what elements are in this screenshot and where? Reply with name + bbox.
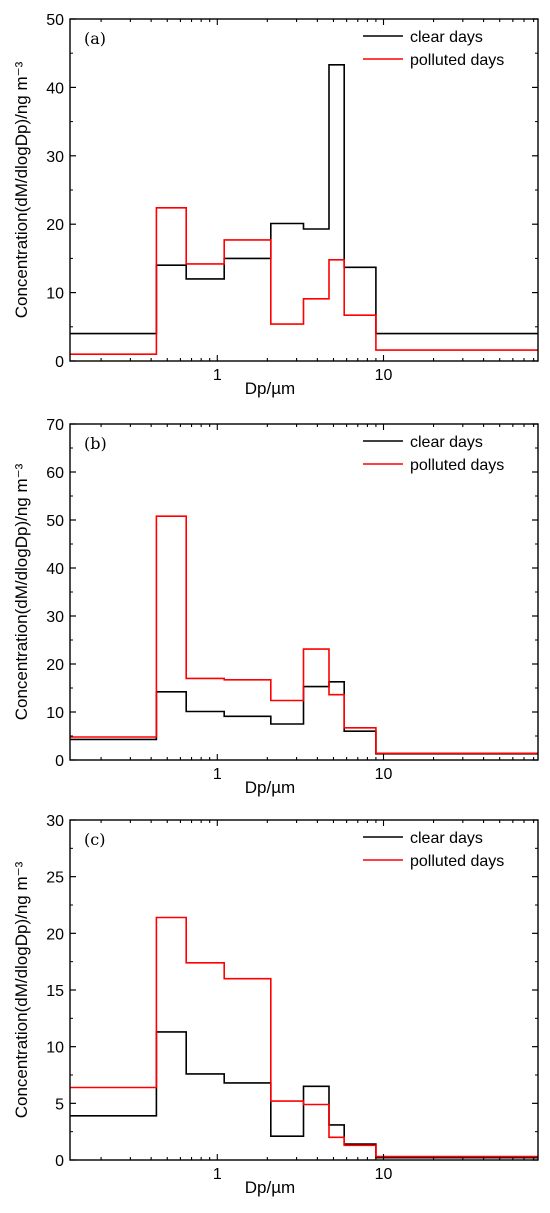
y-tick-label: 10 — [46, 1040, 64, 1057]
y-axis-title: Concentration(dM/dlogDp)/ng m⁻³ — [12, 463, 31, 720]
y-tick-label: 40 — [46, 80, 64, 97]
x-tick-label: 1 — [213, 766, 222, 783]
y-tick-label: 50 — [46, 513, 64, 530]
y-tick-label: 30 — [46, 609, 64, 626]
y-tick-label: 25 — [46, 870, 64, 887]
y-tick-label: 20 — [46, 217, 64, 234]
legend-label: clear days — [410, 29, 483, 46]
legend-label: polluted days — [410, 853, 504, 870]
y-tick-label: 15 — [46, 983, 64, 1000]
x-tick-label: 10 — [375, 766, 393, 783]
x-axis-title: Dp/µm — [245, 778, 295, 797]
y-tick-label: 0 — [55, 753, 64, 770]
x-tick-label: 1 — [213, 367, 222, 384]
y-tick-label: 20 — [46, 926, 64, 943]
series-line-clear-days — [70, 681, 538, 755]
y-tick-label: 30 — [46, 813, 64, 830]
y-tick-label: 30 — [46, 149, 64, 166]
y-tick-label: 50 — [46, 12, 64, 29]
chart-panel-c: 0 5 10 15 20 25 30 1 10 Dp/µm Concentration(dM/dlo… — [12, 813, 539, 1197]
legend-label: clear days — [410, 434, 483, 451]
y-tick-label: 10 — [46, 286, 64, 303]
legend-label: polluted days — [410, 52, 504, 69]
chart-panel-a: 0 10 20 30 40 50 1 10 Dp/µm Concentration(dM/dlog… — [12, 12, 539, 398]
series-line-clear-days — [70, 64, 538, 335]
legend-label: polluted days — [410, 457, 504, 474]
legend-label: clear days — [410, 830, 483, 847]
y-tick-label: 60 — [46, 465, 64, 482]
x-tick-label: 10 — [375, 367, 393, 384]
panel-label: (a) — [84, 29, 106, 48]
y-tick-label: 70 — [46, 417, 64, 434]
y-axis-title: Concentration(dM/dlogDp)/ng m⁻³ — [12, 861, 31, 1118]
chart-panel-b: 0 10 20 30 40 50 60 70 1 10 Dp/µm Concentration(dM/… — [12, 417, 539, 797]
x-tick-label: 10 — [375, 1166, 393, 1183]
y-tick-label: 20 — [46, 657, 64, 674]
y-axis-title: Concentration(dM/dlogDp)/ng m⁻³ — [12, 61, 31, 318]
x-axis-title: Dp/µm — [245, 379, 295, 398]
y-tick-label: 10 — [46, 705, 64, 722]
y-tick-label: 0 — [55, 1153, 64, 1170]
x-axis-title: Dp/µm — [245, 1178, 295, 1197]
panel-label: (c) — [84, 830, 105, 849]
series-line-clear-days — [70, 1031, 538, 1159]
x-tick-label: 1 — [213, 1166, 222, 1183]
y-tick-label: 40 — [46, 561, 64, 578]
series-line-polluted-days — [70, 916, 538, 1158]
panel-label: (b) — [84, 434, 107, 453]
y-tick-label: 0 — [55, 354, 64, 371]
series-line-polluted-days — [70, 207, 538, 355]
series-line-polluted-days — [70, 515, 538, 755]
y-tick-label: 5 — [55, 1096, 64, 1113]
